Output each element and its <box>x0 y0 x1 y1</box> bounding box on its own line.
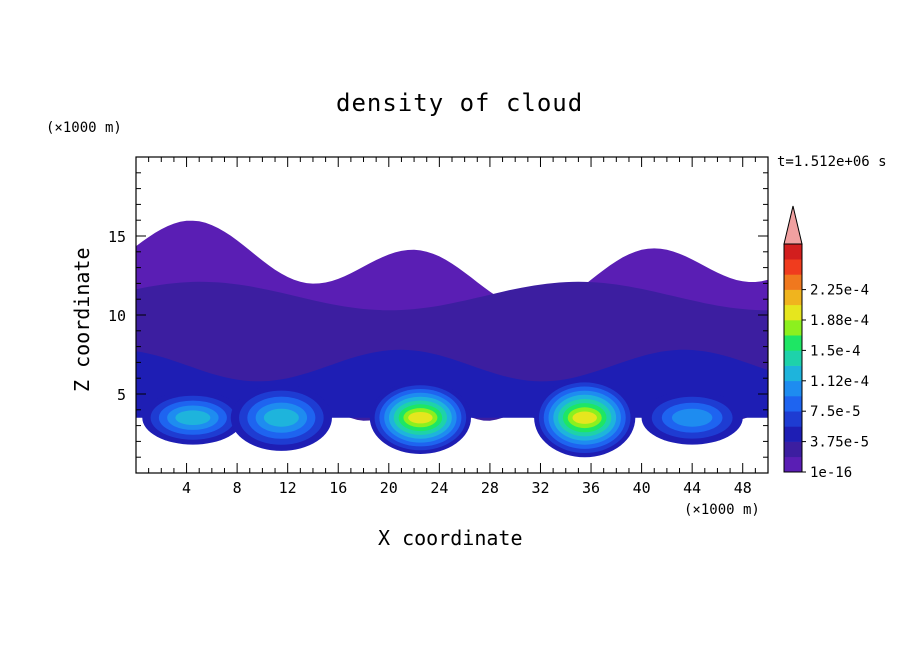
core-contour <box>572 411 597 424</box>
convective-core <box>534 378 636 458</box>
x-tick-label: 28 <box>481 479 499 497</box>
colorbar-label: 7.5e-5 <box>810 404 861 420</box>
core-contour <box>263 408 299 427</box>
colorbar-swatch <box>784 396 802 412</box>
x-axis-label: X coordinate <box>378 526 523 550</box>
colorbar-swatch <box>784 274 802 290</box>
colorbar-label: 1.88e-4 <box>810 313 869 329</box>
convective-core <box>230 384 332 451</box>
convective-core <box>142 390 244 445</box>
colorbar-swatch <box>784 289 802 306</box>
colorbar-swatch <box>784 244 802 260</box>
colorbar-swatch <box>784 456 802 473</box>
y-tick-label: 15 <box>108 228 126 246</box>
x-tick-label: 44 <box>683 479 701 497</box>
x-tick-label: 32 <box>531 479 549 497</box>
x-tick-label: 4 <box>182 479 191 497</box>
x-tick-label: 20 <box>380 479 398 497</box>
y-axis-unit: (×1000 m) <box>46 120 122 136</box>
colorbar-label: 1.5e-4 <box>810 343 861 359</box>
x-tick-label: 48 <box>734 479 752 497</box>
core-contour <box>175 410 211 426</box>
colorbar-label: 3.75e-5 <box>810 435 869 451</box>
colorbar-swatch <box>784 350 802 366</box>
chart-title: density of cloud <box>336 89 584 117</box>
contour-plot-area <box>136 220 768 458</box>
colorbar-swatch <box>784 365 802 382</box>
colorbar-label: 1.12e-4 <box>810 374 869 390</box>
colorbar-label: 2.25e-4 <box>810 283 869 299</box>
x-tick-label: 8 <box>233 479 242 497</box>
x-tick-label: 36 <box>582 479 600 497</box>
colorbar-swatch <box>784 335 802 351</box>
y-tick-label: 5 <box>117 386 126 404</box>
convective-core <box>641 390 743 445</box>
colorbar-swatch <box>784 441 802 458</box>
colorbar-swatch <box>784 320 802 336</box>
core-contour <box>671 408 713 427</box>
colorbar-extend-arrow <box>783 205 803 245</box>
colorbar-label: 1e-16 <box>810 465 852 481</box>
x-tick-label: 24 <box>430 479 448 497</box>
x-axis-unit: (×1000 m) <box>684 502 760 518</box>
colorbar-swatch <box>784 426 802 442</box>
colorbar-swatch <box>784 304 802 321</box>
colorbar-swatch <box>784 259 802 275</box>
colorbar-swatch <box>784 411 802 427</box>
convective-core <box>369 381 471 455</box>
y-tick-label: 10 <box>108 307 126 325</box>
x-tick-label: 16 <box>329 479 347 497</box>
x-tick-label: 12 <box>279 479 297 497</box>
colorbar: 1e-16 3.75e-5 7.5e-5 1.12e-4 1.5e-4 1.88e-4 2.… <box>783 205 869 481</box>
core-contour <box>408 412 433 424</box>
x-tick-label: 40 <box>633 479 651 497</box>
time-stamp: t=1.512e+06 s <box>777 154 887 170</box>
colorbar-swatch <box>784 380 802 397</box>
